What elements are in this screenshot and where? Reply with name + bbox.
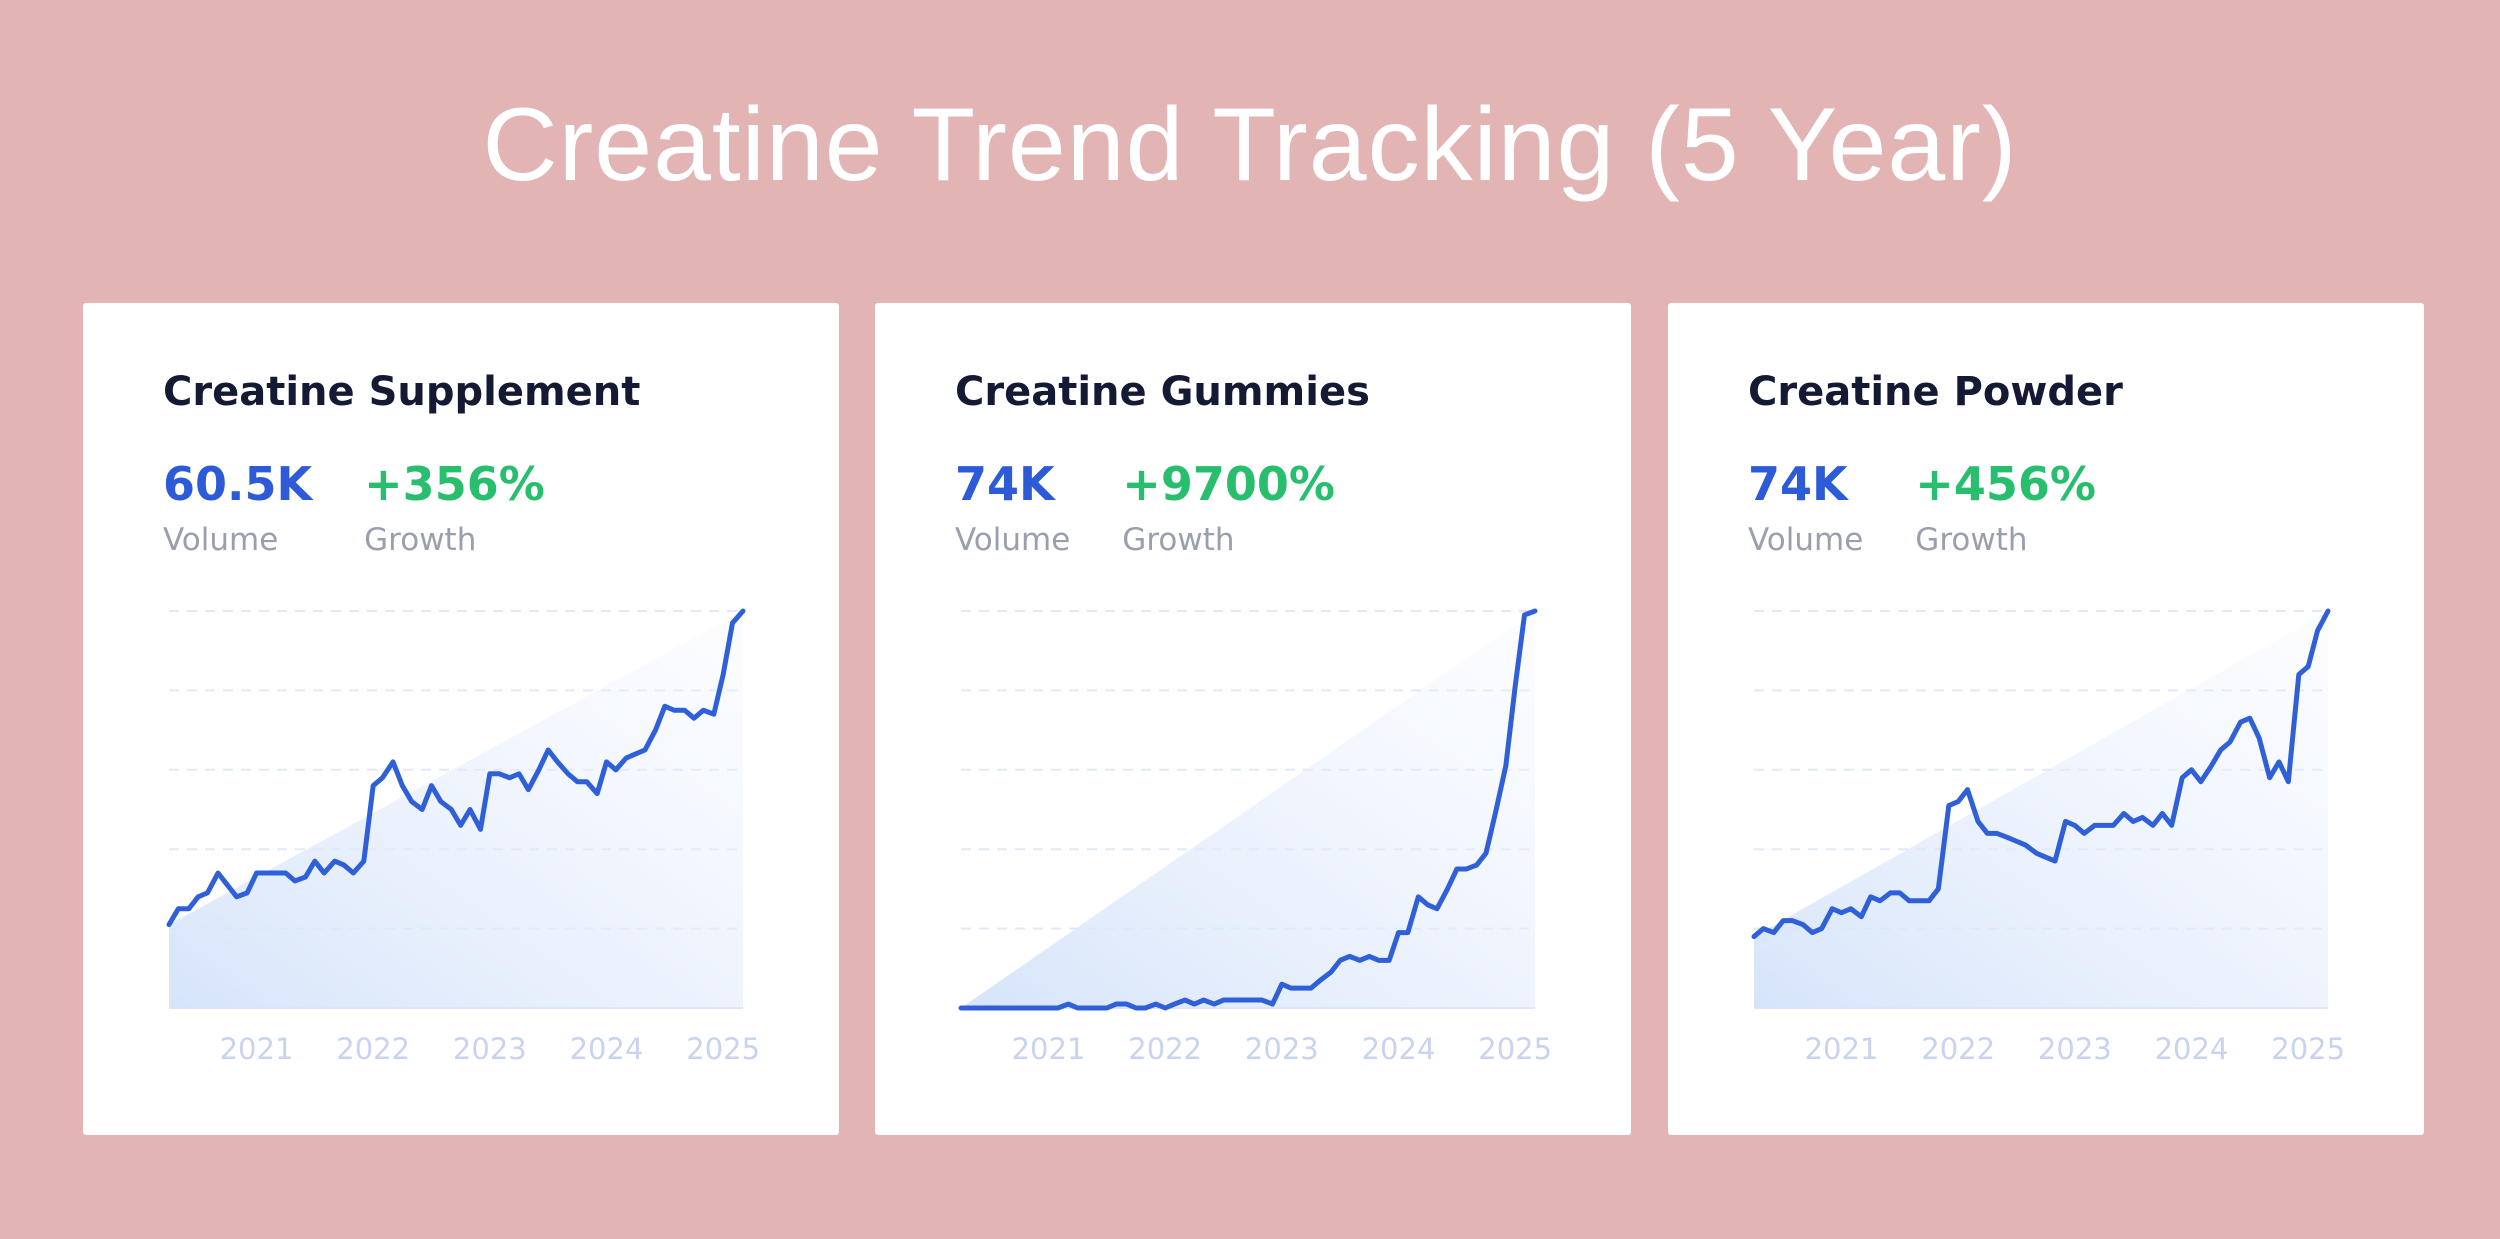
x-tick-label: 2021 [1012, 1032, 1086, 1066]
card-title: Creatine Powder [1748, 369, 2123, 415]
page-title: Creatine Trend Tracking (5 Year) [482, 87, 2018, 203]
card: 2021 2022 2023 2024 2025 Creatine Supplement 6… [83, 303, 839, 1135]
trend-line [958, 608, 1538, 1011]
card-title: Creatine Gummies [955, 369, 1370, 415]
stat: 60.5K Volume [163, 453, 312, 565]
stat: +456% Growth [1915, 453, 2096, 565]
x-tick-label: 2024 [1362, 1032, 1436, 1066]
x-tick-label: 2023 [453, 1032, 527, 1066]
trend-line [1751, 608, 2331, 940]
x-tick-label: 2021 [220, 1032, 294, 1066]
trend-area [1754, 611, 2328, 1008]
trend-line [166, 608, 746, 928]
volume-value: 60.5K [163, 457, 313, 511]
x-tick-label: 2023 [1245, 1032, 1319, 1066]
growth-label: Growth [1915, 522, 2028, 558]
chart: 2021 2022 2023 2024 2025 [958, 608, 1552, 1066]
trend-area [961, 611, 1535, 1008]
card-title: Creatine Supplement [163, 369, 641, 415]
chart: 2021 2022 2023 2024 2025 [166, 608, 760, 1066]
x-tick-label: 2022 [1128, 1032, 1202, 1066]
card: 2021 2022 2023 2024 2025 Creatine Gummies 74K V… [875, 303, 1631, 1135]
x-tick-label: 2024 [2155, 1032, 2229, 1066]
x-tick-label: 2021 [1805, 1032, 1879, 1066]
growth-label: Growth [364, 522, 477, 558]
stats: 74K Volume +9700% Growth [955, 453, 1335, 565]
stat: +356% Growth [364, 453, 545, 565]
stat: 74K Volume [955, 453, 1070, 565]
x-tick-label: 2025 [2271, 1032, 2345, 1066]
growth-value: +356% [364, 457, 545, 511]
growth-label: Growth [1122, 522, 1235, 558]
volume-label: Volume [955, 522, 1071, 558]
growth-value: +9700% [1122, 457, 1335, 511]
volume-label: Volume [163, 522, 279, 558]
growth-value: +456% [1915, 457, 2096, 511]
x-tick-label: 2022 [1921, 1032, 1995, 1066]
x-tick-label: 2025 [1478, 1032, 1552, 1066]
card: 2021 2022 2023 2024 2025 Creatine Powder 74K Vo… [1668, 303, 2424, 1135]
stat: 74K Volume [1748, 453, 1863, 565]
x-tick-label: 2023 [2038, 1032, 2112, 1066]
x-tick-label: 2022 [336, 1032, 410, 1066]
x-tick-label: 2025 [686, 1032, 760, 1066]
volume-value: 74K [1748, 457, 1848, 511]
stats: 74K Volume +456% Growth [1748, 453, 2096, 565]
stat: +9700% Growth [1122, 453, 1335, 565]
chart: 2021 2022 2023 2024 2025 [1751, 608, 2345, 1066]
stats: 60.5K Volume +356% Growth [163, 453, 545, 565]
volume-label: Volume [1748, 522, 1864, 558]
volume-value: 74K [955, 457, 1055, 511]
x-tick-label: 2024 [570, 1032, 644, 1066]
trend-area [169, 611, 743, 1008]
